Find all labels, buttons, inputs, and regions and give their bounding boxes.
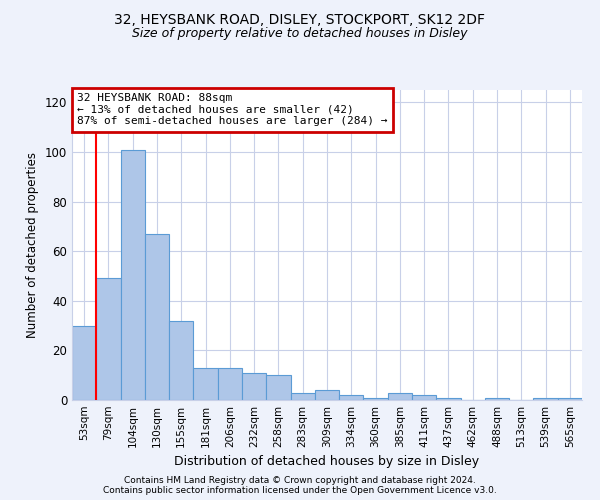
Y-axis label: Number of detached properties: Number of detached properties — [26, 152, 39, 338]
Bar — [436, 398, 461, 400]
Bar — [558, 398, 582, 400]
Bar — [169, 320, 193, 400]
Bar — [388, 392, 412, 400]
Bar — [266, 375, 290, 400]
Text: Size of property relative to detached houses in Disley: Size of property relative to detached ho… — [132, 28, 468, 40]
Bar — [533, 398, 558, 400]
Bar — [339, 395, 364, 400]
Bar — [315, 390, 339, 400]
Bar — [72, 326, 96, 400]
Bar — [96, 278, 121, 400]
Bar — [485, 398, 509, 400]
Text: Contains HM Land Registry data © Crown copyright and database right 2024.: Contains HM Land Registry data © Crown c… — [124, 476, 476, 485]
Bar — [242, 372, 266, 400]
Bar — [218, 368, 242, 400]
Bar — [412, 395, 436, 400]
Text: Contains public sector information licensed under the Open Government Licence v3: Contains public sector information licen… — [103, 486, 497, 495]
Text: 32 HEYSBANK ROAD: 88sqm
← 13% of detached houses are smaller (42)
87% of semi-de: 32 HEYSBANK ROAD: 88sqm ← 13% of detache… — [77, 93, 388, 126]
Bar — [364, 398, 388, 400]
Bar — [145, 234, 169, 400]
Text: 32, HEYSBANK ROAD, DISLEY, STOCKPORT, SK12 2DF: 32, HEYSBANK ROAD, DISLEY, STOCKPORT, SK… — [115, 12, 485, 26]
X-axis label: Distribution of detached houses by size in Disley: Distribution of detached houses by size … — [175, 456, 479, 468]
Bar — [121, 150, 145, 400]
Bar — [193, 368, 218, 400]
Bar — [290, 392, 315, 400]
